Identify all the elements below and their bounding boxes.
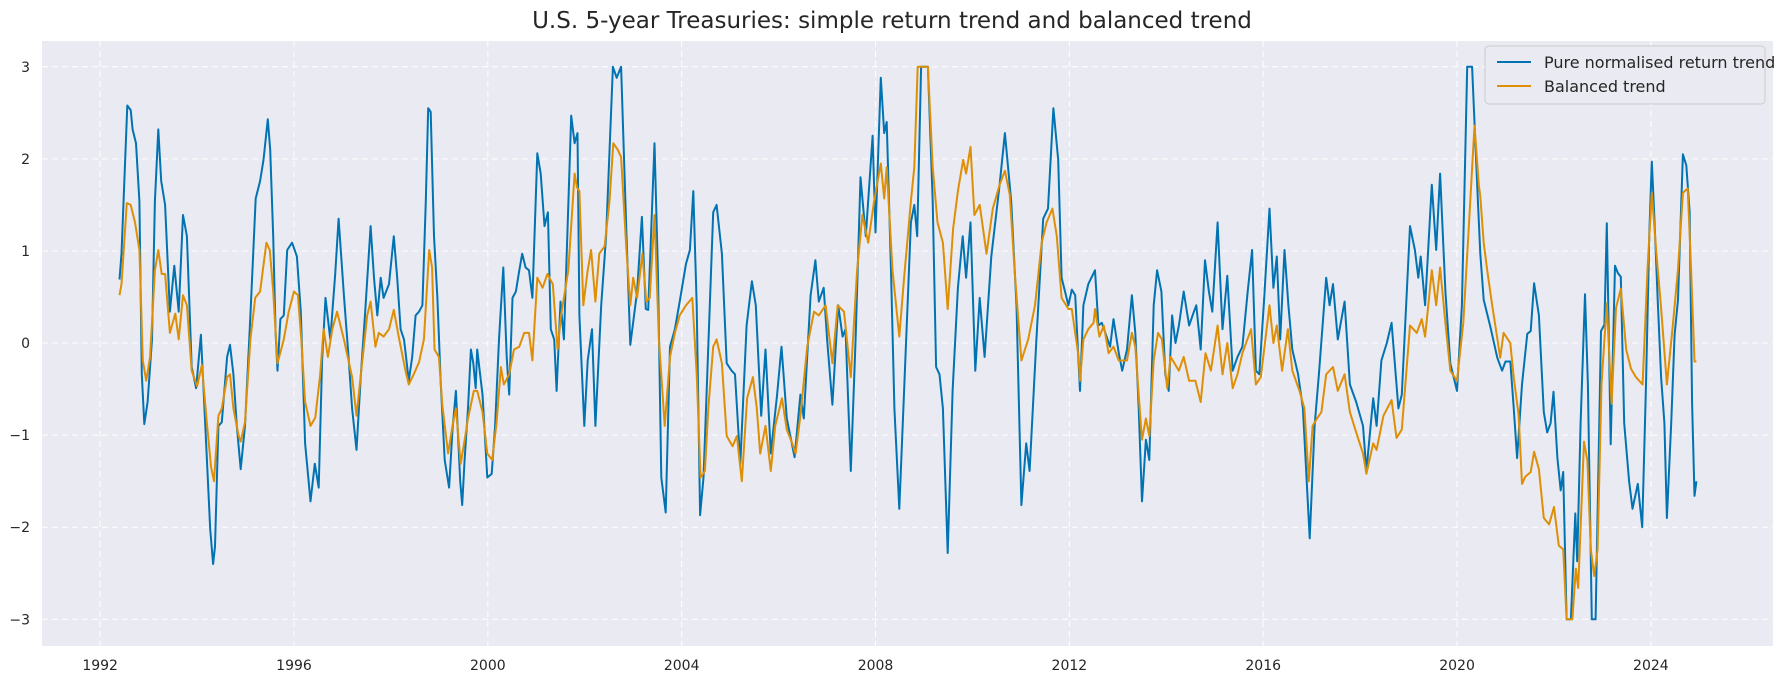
y-tick-label: −1 — [9, 428, 30, 444]
x-tick-label: 2012 — [1052, 658, 1088, 674]
x-tick-label: 2024 — [1633, 658, 1669, 674]
x-tick-label: 2020 — [1439, 658, 1475, 674]
legend-box — [1484, 45, 1766, 105]
chart-title: U.S. 5-year Treasuries: simple return tr… — [532, 8, 1252, 34]
y-tick-label: 0 — [21, 336, 30, 352]
x-tick-label: 1992 — [82, 658, 118, 674]
legend-label-pure: Pure normalised return trend — [1544, 53, 1775, 72]
y-tick-label: −3 — [9, 612, 30, 628]
legend: Pure normalised return trend Balanced tr… — [1484, 45, 1775, 105]
y-tick-label: 2 — [21, 152, 30, 168]
legend-label-balanced: Balanced trend — [1544, 77, 1666, 96]
series-lines — [118, 65, 1698, 621]
gridlines — [42, 41, 1773, 646]
x-tick-label: 2004 — [664, 658, 700, 674]
y-axis-ticks: 3 2 1 0 −1 −2 −3 — [9, 60, 30, 629]
y-tick-label: 3 — [21, 60, 30, 76]
x-tick-label: 2008 — [858, 658, 894, 674]
y-tick-label: 1 — [21, 244, 30, 260]
x-tick-label: 2000 — [470, 658, 506, 674]
x-axis-ticks: 1992 1996 2000 2004 2008 2012 2016 2020 2024 — [82, 658, 1668, 674]
x-tick-label: 1996 — [276, 658, 312, 674]
y-tick-label: −2 — [9, 520, 30, 536]
series-line-balanced-trend — [118, 65, 1697, 621]
x-tick-label: 2016 — [1245, 658, 1281, 674]
